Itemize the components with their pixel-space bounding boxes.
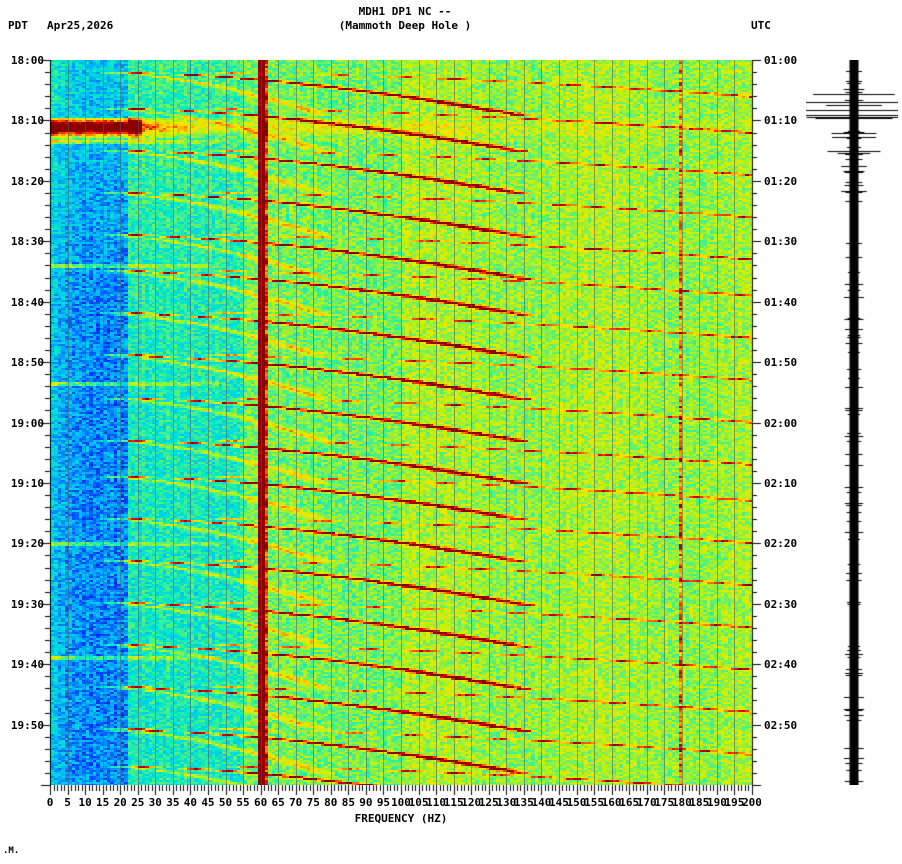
frequency-tick: 5 [64,796,71,809]
time-tick-left: 19:40 [10,658,44,672]
time-tick-left: 18:00 [10,54,44,67]
time-tick-left: 18:50 [10,356,44,370]
frequency-tick: 65 [271,796,285,809]
frequency-tick: 185 [689,796,710,809]
time-tick-right: 01:40 [764,295,798,309]
station-title: MDH1 DP1 NC -- [358,5,452,18]
frequency-tick: 115 [443,796,464,809]
frequency-tick: 40 [183,796,198,809]
frequency-tick: 175 [654,796,675,809]
frequency-tick: 155 [584,796,604,809]
time-tick-left: 19:50 [10,718,44,732]
frequency-tick: 95 [376,796,391,809]
frequency-tick: 145 [549,796,569,809]
time-tick-left: 18:10 [10,114,44,128]
frequency-tick: 30 [148,796,162,809]
frequency-tick: 80 [324,796,338,809]
time-tick-right: 01:20 [764,174,798,188]
frequency-tick: 150 [566,796,587,809]
frequency-tick: 45 [201,796,215,809]
time-tick-right: 02:50 [764,718,798,732]
frequency-tick: 140 [531,796,552,809]
time-tick-left: 18:30 [10,235,44,249]
time-tick-right: 01:30 [764,235,798,249]
frequency-tick: 55 [236,796,250,809]
frequency-tick: 90 [359,796,373,809]
time-tick-right: 02:40 [764,658,798,672]
station-subtitle: (Mammoth Deep Hole ) [338,19,472,32]
time-tick-left: 19:10 [10,476,44,490]
frequency-tick: 20 [113,796,127,809]
frequency-tick: 165 [619,796,640,809]
frequency-tick: 15 [96,796,110,809]
frequency-tick: 60 [253,796,268,809]
time-tick-right: 02:30 [764,597,798,611]
frequency-tick: 105 [408,796,429,809]
frequency-tick: 110 [426,796,447,809]
frequency-tick: 125 [478,796,499,809]
frequency-tick: 75 [306,796,320,809]
amplitude-trace [806,60,898,785]
frequency-tick: 130 [496,796,517,809]
time-tick-left: 19:30 [10,597,44,611]
frequency-tick: 120 [461,796,482,809]
frequency-tick: 25 [131,796,145,809]
frequency-tick: 180 [671,796,692,809]
time-tick-right: 01:00 [764,54,798,67]
x-axis-title: FREQUENCY (HZ) [354,812,448,825]
time-tick-right: 01:50 [764,356,798,370]
corner-artifact: .M. [3,846,20,856]
frequency-tick: 70 [289,796,303,809]
time-tick-left: 18:20 [10,174,44,188]
time-tick-right: 02:20 [764,537,798,551]
frequency-tick: 190 [706,796,727,809]
spectrogram-heatmap [50,60,752,785]
frequency-tick: 170 [636,796,657,809]
frequency-tick: 0 [46,796,54,809]
time-tick-right: 01:10 [764,114,798,128]
time-tick-right: 02:00 [764,416,798,430]
time-tick-left: 19:20 [10,537,44,551]
frequency-tick: 135 [513,796,534,809]
frequency-tick: 50 [218,796,233,809]
frequency-tick: 200 [742,796,762,809]
frequency-tick: 85 [341,796,355,809]
time-tick-left: 18:40 [10,295,44,309]
timezone-label-right: UTC [751,19,771,32]
frequency-tick: 35 [166,796,180,809]
time-tick-right: 02:10 [764,476,798,490]
frequency-tick: 10 [78,796,92,809]
frequency-tick: 160 [601,796,622,809]
time-tick-left: 19:00 [10,416,44,430]
frequency-tick: 100 [391,796,411,809]
frequency-tick: 195 [724,796,745,809]
